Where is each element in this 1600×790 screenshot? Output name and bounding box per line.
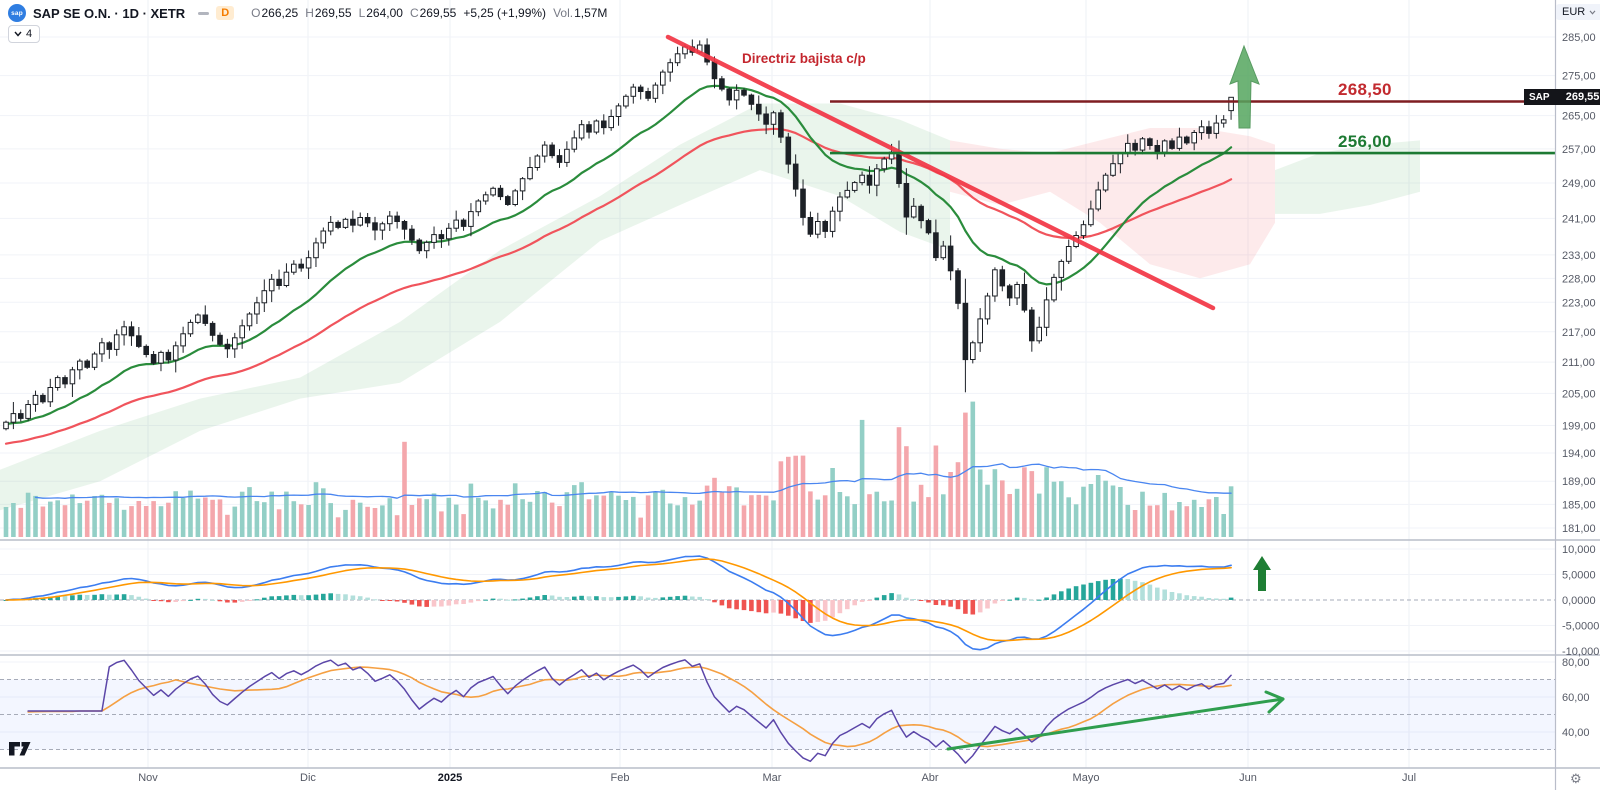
svg-text:Dic: Dic — [300, 772, 316, 784]
svg-text:223,00: 223,00 — [1562, 297, 1596, 309]
breakout-up-arrow — [1229, 44, 1260, 129]
volume-bars — [3, 401, 1234, 537]
compare-dash-icon[interactable] — [198, 11, 210, 15]
rsi-trend-arrow — [946, 690, 1285, 751]
close-label: C — [409, 6, 419, 20]
svg-text:189,00: 189,00 — [1562, 476, 1596, 488]
svg-text:185,00: 185,00 — [1562, 499, 1596, 511]
price-tag-value: 269,55 — [1554, 89, 1600, 105]
gridlines — [0, 0, 1555, 768]
ema-fast-line — [4, 84, 1233, 426]
time-axis-labels[interactable]: Nov Dic 2025 Feb Mar Abr Mayo Jun Jul — [138, 772, 1416, 784]
interval-badge[interactable]: D — [216, 6, 235, 20]
svg-text:265,00: 265,00 — [1562, 111, 1596, 123]
svg-text:285,00: 285,00 — [1562, 32, 1596, 44]
svg-text:10,000: 10,000 — [1562, 544, 1596, 556]
svg-text:5,0000: 5,0000 — [1562, 570, 1596, 582]
high-value: 269,55 — [314, 6, 352, 20]
macd-up-arrow — [1253, 556, 1271, 591]
volume-ma-line — [34, 463, 1232, 499]
volume-label: Vol. — [553, 6, 574, 20]
symbol-title[interactable]: SAP SE O.N. · 1D · XETR — [33, 5, 186, 21]
low-value: 264,00 — [366, 6, 403, 20]
gear-icon[interactable]: ⚙ — [1570, 771, 1582, 786]
ichimoku-cloud — [0, 103, 1420, 511]
volume-value: 1,57M — [574, 6, 608, 20]
trendline-label[interactable]: Directriz bajista c/p — [742, 51, 866, 66]
svg-text:275,00: 275,00 — [1562, 71, 1596, 83]
svg-text:-5,0000: -5,0000 — [1562, 621, 1599, 633]
svg-text:194,00: 194,00 — [1562, 448, 1596, 460]
high-label: H — [305, 6, 314, 20]
last-price-tag: SAP 269,55 — [1524, 89, 1600, 105]
svg-text:205,00: 205,00 — [1562, 388, 1596, 400]
svg-text:257,00: 257,00 — [1562, 144, 1596, 156]
svg-text:Nov: Nov — [138, 772, 158, 784]
svg-text:-10,000: -10,000 — [1562, 646, 1599, 658]
chevron-down-icon — [1589, 9, 1596, 15]
svg-text:Mayo: Mayo — [1073, 772, 1100, 784]
chevron-down-icon — [14, 31, 22, 37]
open-label: O — [251, 6, 261, 20]
resistance-level-label[interactable]: 268,50 — [1338, 80, 1392, 100]
close-value: 269,55 — [419, 6, 457, 20]
svg-text:228,00: 228,00 — [1562, 273, 1596, 285]
symbol-header: sap SAP SE O.N. · 1D · XETR D O266,25 H2… — [8, 4, 607, 22]
macd-pane — [0, 555, 1555, 651]
svg-text:80,00: 80,00 — [1562, 657, 1590, 669]
svg-text:40,00: 40,00 — [1562, 727, 1590, 739]
svg-text:Abr: Abr — [921, 772, 938, 784]
rsi-pane — [0, 659, 1555, 764]
legend-collapse-button[interactable]: 4 — [8, 25, 41, 43]
svg-text:Feb: Feb — [611, 772, 630, 784]
candles — [3, 38, 1234, 431]
svg-text:0,0000: 0,0000 — [1562, 595, 1596, 607]
support-level-label[interactable]: 256,00 — [1338, 132, 1392, 152]
legend-count: 4 — [26, 28, 33, 40]
svg-text:241,00: 241,00 — [1562, 213, 1596, 225]
price-axis-labels[interactable]: 285,00 275,00 265,00 257,00 249,00 241,00 233,… — [1562, 32, 1599, 739]
low-label: L — [358, 6, 366, 20]
currency-selector[interactable]: EUR — [1556, 4, 1600, 20]
svg-text:249,00: 249,00 — [1562, 178, 1596, 190]
svg-text:60,00: 60,00 — [1562, 692, 1590, 704]
symbol-logo[interactable]: sap — [8, 4, 26, 22]
currency-label: EUR — [1562, 6, 1586, 18]
svg-text:181,00: 181,00 — [1562, 523, 1596, 535]
tradingview-logo[interactable] — [8, 740, 35, 757]
ema-slow-line — [4, 127, 1233, 445]
svg-text:Jun: Jun — [1239, 772, 1257, 784]
svg-text:217,00: 217,00 — [1562, 327, 1596, 339]
svg-text:2025: 2025 — [438, 772, 462, 784]
drawings — [665, 34, 1555, 311]
svg-text:199,00: 199,00 — [1562, 420, 1596, 432]
bearish-trendline — [665, 34, 1216, 311]
price-tag-symbol: SAP — [1524, 89, 1555, 105]
change-value: +5,25 (+1,99%) — [463, 6, 547, 20]
svg-text:Jul: Jul — [1402, 772, 1416, 784]
svg-text:Mar: Mar — [763, 772, 782, 784]
svg-text:211,00: 211,00 — [1562, 357, 1595, 369]
ohlc-values: O266,25 H269,55 L264,00 C269,55 +5,25 (+… — [251, 6, 607, 20]
open-value: 266,25 — [261, 6, 299, 20]
svg-text:233,00: 233,00 — [1562, 250, 1596, 262]
